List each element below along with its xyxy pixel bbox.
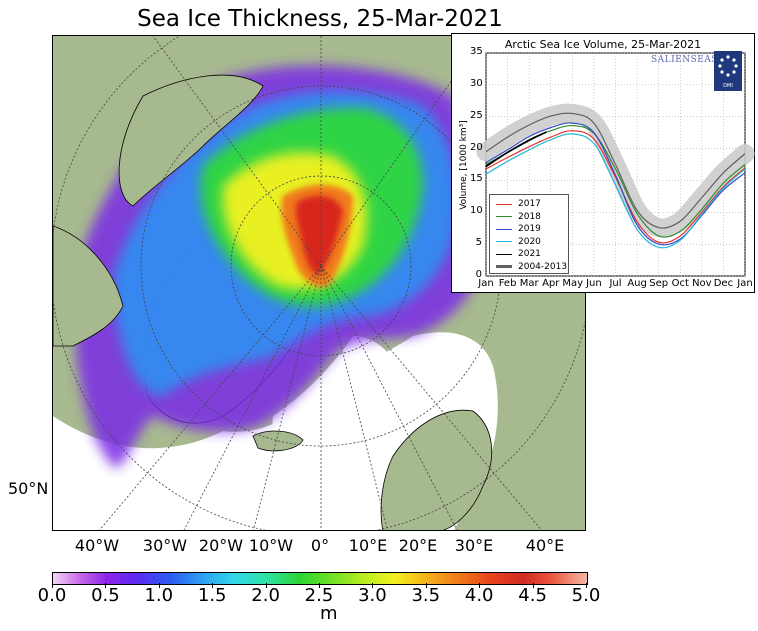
colorbar-tick-label: 2.5 (304, 585, 334, 606)
open-ocean-atlantic (272, 336, 413, 506)
legend-entry: 2019 (496, 223, 541, 235)
inset-chart-canvas (476, 52, 755, 277)
legend-label: 2019 (518, 224, 541, 234)
inset-x-tick-label: Mar (519, 278, 539, 289)
lon-label-30w: 30°W (142, 536, 188, 555)
inset-x-tick-label: Nov (692, 278, 712, 289)
dmi-logo: DMI (714, 51, 742, 91)
inset-x-tick-label: Jun (586, 278, 602, 289)
inset-x-tick-label: Aug (627, 278, 647, 289)
legend-swatch (496, 253, 512, 255)
colorbar-tick-label: 0.0 (37, 585, 67, 606)
inset-y-tick-label: 35 (470, 46, 483, 57)
colorbar-tick-label: 1.0 (144, 585, 174, 606)
colorbar-tick-label: 0.5 (91, 585, 120, 606)
inset-x-tick-label: Jul (609, 278, 622, 289)
colorbar-tick (425, 583, 427, 588)
legend-label: 2018 (518, 211, 541, 222)
inset-legend: 2017 2018 2019 2020 2021 2004-2013 (489, 194, 569, 274)
colorbar-tick-label: 3.5 (411, 585, 441, 606)
lon-label-20e: 20°E (398, 536, 438, 555)
inset-y-tick-label: 25 (470, 109, 483, 121)
inset-y-tick-label: 30 (470, 77, 483, 89)
legend-label: 2020 (518, 236, 541, 247)
inset-y-tick-label: 15 (470, 173, 483, 185)
salienseas-logo: SALIENSEAS (651, 55, 719, 65)
legend-swatch (496, 216, 512, 217)
lon-label-40w: 40°W (74, 536, 120, 555)
legend-entry: 2021 (496, 248, 541, 260)
inset-series-line-2004-2013 (485, 112, 746, 229)
inset-x-tick-label: May (562, 278, 584, 289)
colorbar-tick (586, 583, 587, 588)
colorbar-tick (479, 583, 481, 588)
inset-series-line-2020 (485, 133, 746, 249)
colorbar-tick (372, 583, 374, 588)
inset-y-tick-label: 5 (475, 237, 482, 249)
legend-swatch (496, 228, 512, 230)
legend-swatch (496, 203, 512, 205)
colorbar-tick (158, 583, 160, 588)
colorbar-tick-label: 4.0 (464, 585, 494, 606)
colorbar (52, 572, 588, 585)
legend-label: 2021 (518, 249, 541, 259)
dmi-logo-text: DMI (723, 83, 733, 89)
lon-label-30e: 30°E (454, 536, 494, 555)
colorbar-tick (265, 583, 267, 588)
land-scandinavia (380, 409, 493, 530)
inset-series-line-2019 (485, 122, 746, 246)
lon-label-10w: 10°W (248, 536, 294, 555)
inset-y-axis-label: Volume, [1000 km³] (459, 120, 469, 210)
inset-series-line-2017 (485, 130, 746, 244)
inset-series-line-2021 (485, 131, 547, 168)
inset-x-tick-label: Feb (498, 278, 517, 289)
colorbar-tick-label: 2.0 (251, 585, 280, 606)
colorbar-tick-label: 4.5 (518, 585, 547, 606)
inset-x-tick-label: Oct (671, 278, 689, 289)
legend-entry: 2020 (496, 236, 541, 248)
colorbar-tick-label: 3.0 (358, 585, 387, 606)
inset-x-tick-label: Jan (737, 278, 753, 289)
inset-chart-title: Arctic Sea Ice Volume, 25-Mar-2021 (504, 38, 702, 51)
colorbar-unit: m (320, 603, 338, 624)
legend-label: 2017 (518, 199, 541, 209)
legend-entry: 2017 (496, 198, 541, 210)
inset-x-tick-label: Apr (542, 278, 560, 289)
inset-y-tick-label: 20 (470, 141, 483, 153)
lat-label-50n: 50°N (8, 479, 49, 498)
colorbar-tick (52, 583, 53, 588)
inset-y-tick-label: 10 (470, 205, 483, 217)
ice-red (295, 195, 343, 276)
legend-entry: 2018 (496, 211, 541, 223)
land-arctic-islands (118, 74, 264, 207)
inset-x-tick-label: Jan (478, 278, 494, 289)
colorbar-tick (532, 583, 534, 588)
lon-label-20w: 20°W (198, 536, 244, 555)
colorbar-tick (212, 583, 214, 588)
lon-label-40e: 40°E (525, 536, 565, 555)
colorbar-tick-label: 5.0 (571, 585, 601, 606)
land-canada (53, 225, 124, 347)
lon-label-10e: 10°E (348, 536, 388, 555)
legend-label: 2004-2013 (518, 261, 568, 272)
map-title: Sea Ice Thickness, 25-Mar-2021 (137, 6, 503, 32)
colorbar-tick (105, 583, 107, 588)
land-iceland (252, 430, 304, 452)
legend-swatch (496, 265, 512, 268)
lon-label-0: 0° (310, 536, 330, 555)
map-canvas (53, 36, 585, 530)
inset-x-tick-label: Sep (649, 278, 669, 289)
legend-swatch (496, 241, 512, 242)
colorbar-tick (319, 583, 320, 588)
inset-y-tick-label: 0 (475, 269, 482, 280)
colorbar-tick-label: 1.5 (197, 585, 227, 606)
legend-entry: 2004-2013 (496, 261, 567, 273)
dmi-stars-icon (718, 55, 738, 77)
inset-x-tick-label: Dec (713, 278, 734, 289)
